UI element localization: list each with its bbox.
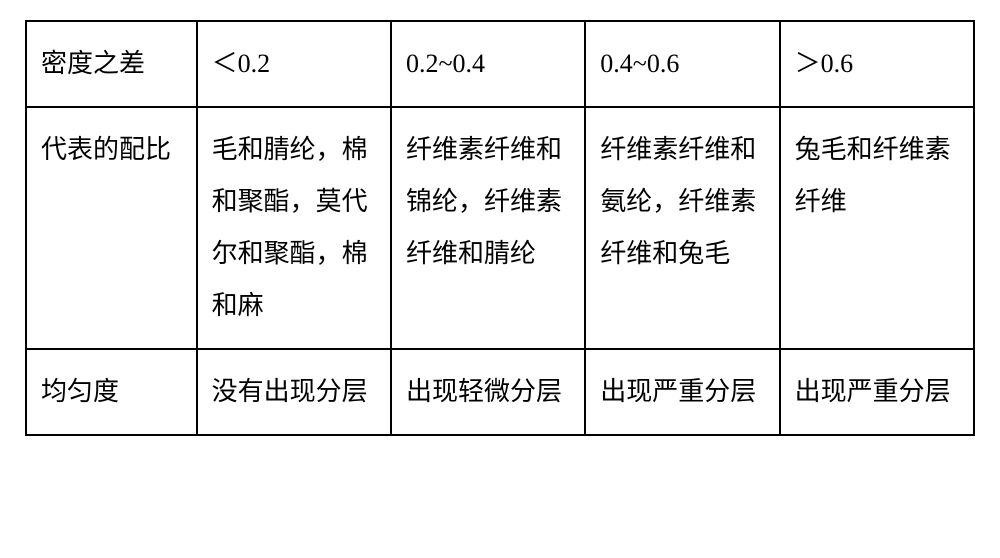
- cell: 出现严重分层: [780, 349, 974, 435]
- row-head: 均匀度: [26, 349, 197, 435]
- row-head: 密度之差: [26, 21, 197, 107]
- cell: 没有出现分层: [197, 349, 391, 435]
- cell: ＞0.6: [780, 21, 974, 107]
- cell: 出现轻微分层: [391, 349, 585, 435]
- table-row: 密度之差 ＜0.2 0.2~0.4 0.4~0.6 ＞0.6: [26, 21, 974, 107]
- cell: 纤维素纤维和锦纶，纤维素纤维和腈纶: [391, 107, 585, 349]
- cell: 出现严重分层: [585, 349, 779, 435]
- cell: ＜0.2: [197, 21, 391, 107]
- density-table: 密度之差 ＜0.2 0.2~0.4 0.4~0.6 ＞0.6 代表的配比 毛和腈…: [25, 20, 975, 436]
- cell: 0.4~0.6: [585, 21, 779, 107]
- row-head: 代表的配比: [26, 107, 197, 349]
- cell: 纤维素纤维和氨纶，纤维素纤维和兔毛: [585, 107, 779, 349]
- cell: 兔毛和纤维素纤维: [780, 107, 974, 349]
- cell: 0.2~0.4: [391, 21, 585, 107]
- table-container: 密度之差 ＜0.2 0.2~0.4 0.4~0.6 ＞0.6 代表的配比 毛和腈…: [0, 0, 1000, 558]
- cell: 毛和腈纶，棉和聚酯，莫代尔和聚酯，棉和麻: [197, 107, 391, 349]
- table-row: 均匀度 没有出现分层 出现轻微分层 出现严重分层 出现严重分层: [26, 349, 974, 435]
- table-row: 代表的配比 毛和腈纶，棉和聚酯，莫代尔和聚酯，棉和麻 纤维素纤维和锦纶，纤维素纤…: [26, 107, 974, 349]
